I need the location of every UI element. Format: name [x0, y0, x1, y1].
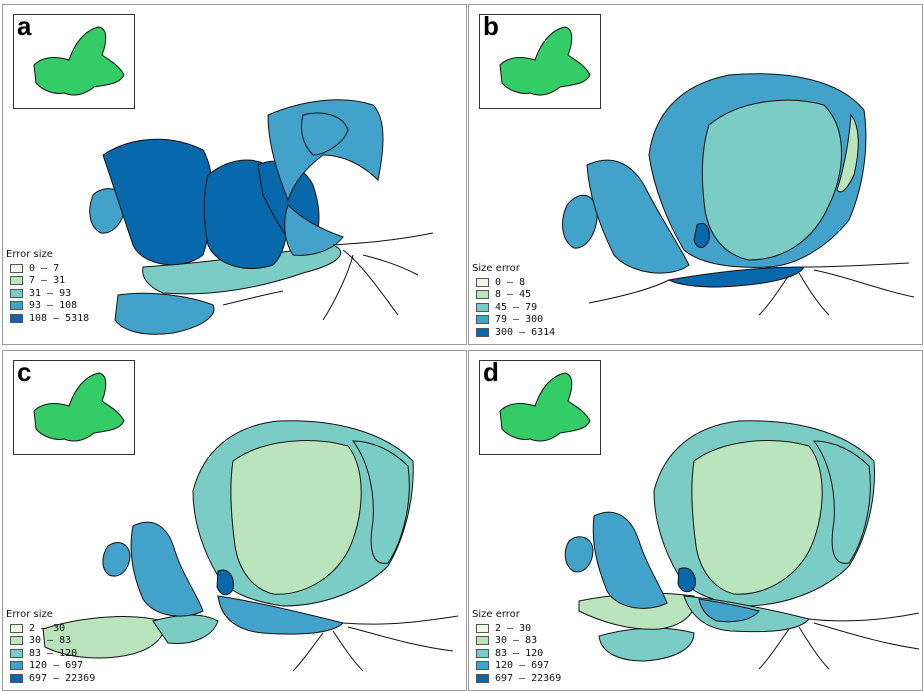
region-central-blue: [698, 598, 760, 623]
region-britain: [102, 138, 213, 266]
region-france: [152, 614, 219, 645]
region-sweden: [701, 99, 842, 261]
region-ireland: [562, 195, 598, 249]
legend-item: 120 – 697: [6, 660, 95, 673]
legend-d: Size error 2 – 30 30 – 83 83 – 120 120 –…: [472, 609, 561, 685]
region-sweden: [230, 440, 362, 595]
legend-item: 83 – 120: [6, 647, 95, 660]
region-finland: [813, 440, 871, 564]
region-ireland: [89, 188, 126, 234]
region-south-band: [667, 266, 805, 288]
inset-europe-shape: [499, 372, 591, 442]
legend-item: 120 – 697: [472, 660, 561, 673]
map-panel-b: b Size error 0 – 8 8 – 45 45 – 79 79 – 3…: [468, 4, 923, 345]
region-benelux: [693, 222, 710, 248]
region-iberia: [114, 292, 215, 335]
legend-swatch: [476, 290, 489, 300]
panel-letter-a: a: [17, 11, 32, 41]
legend-item: 45 – 79: [472, 301, 555, 314]
legend-item: 7 – 31: [6, 275, 89, 288]
region-south-east: [284, 204, 344, 256]
region-sweden: [300, 112, 349, 156]
map-panel-c: c Error size 2 – 30 30 – 83 83 – 120 120…: [2, 350, 467, 691]
legend-swatch: [10, 288, 23, 298]
panel-letter-c: c: [17, 357, 32, 387]
region-iberia: [42, 616, 165, 659]
legend-swatch: [10, 263, 23, 273]
map-panel-a: a Error size 0 – 7 7 – 31 31 – 93 93 – 1…: [2, 4, 467, 345]
inset-europe-shape: [33, 372, 125, 442]
region-ireland: [102, 542, 131, 577]
legend-item: 2 – 30: [6, 622, 95, 635]
region-britain: [130, 521, 204, 617]
cartogram-map-a: [89, 99, 434, 335]
legend-swatch: [10, 301, 23, 311]
cartogram-map-c: [42, 420, 459, 672]
legend-swatch: [476, 673, 489, 683]
legend-title: Error size: [6, 609, 53, 620]
legend-item: 697 – 22369: [6, 672, 95, 685]
region-benelux: [216, 569, 234, 596]
legend-item: 0 – 7: [6, 262, 89, 275]
region-sweden: [691, 440, 823, 595]
inset-europe-shape: [33, 26, 125, 96]
region-finland: [352, 440, 410, 564]
legend-item: 108 – 5318: [6, 312, 89, 325]
legend-swatch: [10, 313, 23, 323]
legend-swatch: [10, 276, 23, 286]
legend-swatch: [476, 277, 489, 287]
legend-swatch: [10, 636, 23, 646]
region-benelux: [677, 567, 696, 593]
inset-europe-map-d: [479, 360, 601, 455]
legend-swatch: [476, 648, 489, 658]
legend-item: 79 – 300: [472, 314, 555, 327]
region-ireland: [564, 536, 594, 573]
legend-swatch: [476, 315, 489, 325]
legend-item: 300 – 6314: [472, 326, 555, 339]
panel-letter-d: d: [483, 357, 499, 387]
map-panel-d: d Size error 2 – 30 30 – 83 83 – 120 120…: [468, 350, 923, 691]
legend-swatch: [10, 661, 23, 671]
region-britain: [586, 159, 690, 274]
cartogram-map-b: [562, 73, 915, 316]
legend-swatch: [476, 636, 489, 646]
inset-europe-shape: [499, 26, 591, 96]
legend-item: 2 – 30: [472, 622, 561, 635]
inset-europe-map-c: [13, 360, 135, 455]
legend-swatch: [476, 302, 489, 312]
legend-swatch: [10, 648, 23, 658]
legend-item: 30 – 83: [472, 635, 561, 648]
legend-item: 30 – 83: [6, 635, 95, 648]
cartogram-map-d: [564, 420, 920, 670]
legend-item: 0 – 8: [472, 276, 555, 289]
legend-title: Error size: [6, 249, 53, 260]
region-britain: [592, 511, 668, 609]
legend-item: 93 – 108: [6, 300, 89, 313]
legend-item: 8 – 45: [472, 289, 555, 302]
legend-item: 83 – 120: [472, 647, 561, 660]
legend-item: 31 – 93: [6, 287, 89, 300]
legend-swatch: [10, 623, 23, 633]
panel-letter-b: b: [483, 11, 499, 41]
legend-item: 697 – 22369: [472, 672, 561, 685]
legend-swatch: [10, 673, 23, 683]
legend-swatch: [476, 661, 489, 671]
inset-europe-map-b: [479, 14, 601, 109]
region-central-band: [217, 595, 344, 635]
legend-c: Error size 2 – 30 30 – 83 83 – 120 120 –…: [6, 609, 95, 685]
legend-a: Error size 0 – 7 7 – 31 31 – 93 93 – 108…: [6, 249, 89, 325]
region-iberia: [598, 627, 695, 662]
legend-b: Size error 0 – 8 8 – 45 45 – 79 79 – 300…: [472, 263, 555, 339]
legend-title: Size error: [472, 609, 520, 620]
legend-title: Size error: [472, 263, 520, 274]
region-finland: [836, 113, 859, 193]
legend-swatch: [476, 327, 489, 337]
legend-swatch: [476, 623, 489, 633]
inset-europe-map-a: [13, 14, 135, 109]
